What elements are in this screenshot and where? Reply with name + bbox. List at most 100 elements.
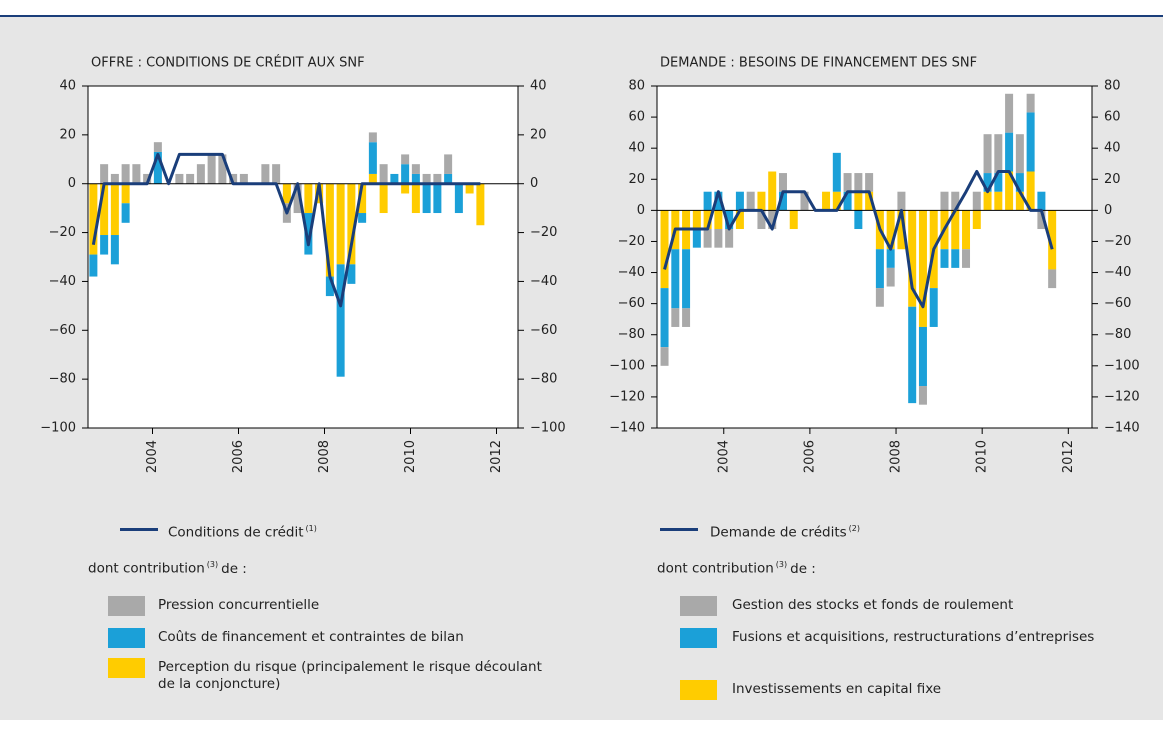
bar — [660, 347, 669, 366]
x-tick-label: 2012 — [489, 440, 504, 473]
bar — [918, 386, 927, 405]
y2-tick-label: 80 — [1104, 79, 1121, 94]
y2-tick-label: −140 — [1104, 421, 1140, 436]
y2-tick-label: −60 — [530, 323, 557, 338]
legend-label: Investissements en capital fixe — [732, 681, 942, 697]
legend-heading-text: de : — [221, 560, 247, 577]
legend-label: Perception du risque (principalement le … — [158, 659, 542, 692]
y-tick-label: −20 — [49, 225, 76, 240]
y2-tick-label: 0 — [530, 176, 538, 191]
bar — [994, 191, 1003, 211]
bar — [444, 173, 453, 184]
bar — [854, 191, 863, 211]
bar — [282, 183, 291, 204]
legend-label: Gestion des stocks et fonds de roulement — [732, 597, 1014, 613]
y2-tick-label: −20 — [530, 225, 557, 240]
bar — [768, 210, 777, 230]
bar — [422, 183, 431, 214]
bar — [908, 306, 917, 404]
bar — [994, 173, 1003, 192]
bar — [671, 249, 680, 309]
bar — [854, 210, 863, 230]
bar — [304, 183, 313, 214]
bar — [778, 191, 787, 211]
bar — [800, 191, 809, 211]
bar — [886, 267, 895, 287]
chart-title: OFFRE : CONDITIONS DE CRÉDIT AUX SNF — [91, 55, 365, 71]
bar — [940, 249, 949, 268]
bar — [886, 249, 895, 268]
bar — [100, 183, 109, 236]
y-tick-label: −40 — [618, 265, 645, 280]
bar — [703, 210, 712, 230]
bar — [110, 183, 119, 236]
plot-area — [88, 86, 518, 428]
y-tick-label: −40 — [49, 274, 76, 289]
bar — [714, 210, 723, 230]
legend-text: Pression concurrentielle — [158, 597, 543, 614]
legend-swatch — [680, 628, 717, 648]
y2-tick-label: −80 — [1104, 327, 1131, 342]
bar — [229, 173, 238, 184]
bar — [983, 134, 992, 174]
legend-heading-text: dont contribution — [88, 560, 205, 577]
bar — [897, 191, 906, 211]
y-tick-label: −60 — [49, 323, 76, 338]
bar — [843, 173, 852, 192]
y2-tick-label: −100 — [530, 421, 566, 436]
bar — [951, 249, 960, 268]
footnote-ref: (3) — [775, 560, 788, 569]
legend-label: Conditions de crédit — [168, 524, 304, 541]
bar — [1015, 173, 1024, 192]
bar — [832, 191, 841, 211]
chart-title: DEMANDE : BESOINS DE FINANCEMENT DES SNF — [660, 56, 977, 71]
footnote-ref: (3) — [206, 560, 219, 569]
legend-label: Fusions et acquisitions, restructuration… — [732, 629, 1095, 645]
bar — [1005, 132, 1014, 172]
bar — [347, 183, 356, 265]
legend-line — [120, 528, 158, 531]
bar — [725, 210, 734, 230]
bar — [411, 173, 420, 184]
bar — [983, 173, 992, 192]
bar — [660, 288, 669, 348]
bar — [660, 210, 669, 289]
bar — [908, 210, 917, 307]
legend-text: Coûts de financement et contraintes de b… — [158, 629, 543, 646]
bar — [186, 173, 195, 184]
bar — [121, 164, 130, 184]
bar — [918, 326, 927, 387]
bar — [940, 191, 949, 211]
legend-swatch — [680, 596, 717, 616]
y-tick-label: −80 — [49, 372, 76, 387]
x-tick-label: 2008 — [317, 440, 332, 473]
legend-text: Fusions et acquisitions, restructuration… — [732, 629, 1112, 646]
legend-heading: dont contribution (3) de : — [657, 556, 816, 578]
bar — [121, 203, 130, 223]
bar — [304, 213, 313, 255]
bar — [703, 191, 712, 211]
bar — [768, 171, 777, 211]
bar — [865, 173, 874, 192]
y2-tick-label: −120 — [1104, 389, 1140, 404]
bar — [293, 183, 302, 214]
bar — [422, 173, 431, 184]
y2-tick-label: −20 — [1104, 234, 1131, 249]
bar — [336, 264, 345, 377]
y-tick-label: −100 — [40, 421, 76, 436]
y-tick-label: −20 — [618, 234, 645, 249]
bar — [757, 191, 766, 211]
bar — [1015, 134, 1024, 174]
x-tick-label: 2004 — [145, 440, 160, 473]
x-tick-label: 2006 — [802, 440, 817, 473]
bar — [886, 210, 895, 250]
x-tick-label: 2006 — [231, 440, 246, 473]
bar — [714, 191, 723, 211]
plot-frame — [87, 85, 519, 429]
bar — [951, 210, 960, 250]
bar — [682, 249, 691, 309]
bar — [1026, 171, 1035, 211]
legend-text: Investissements en capital fixe — [732, 681, 1112, 698]
bar — [401, 183, 410, 194]
line-series — [91, 152, 481, 308]
